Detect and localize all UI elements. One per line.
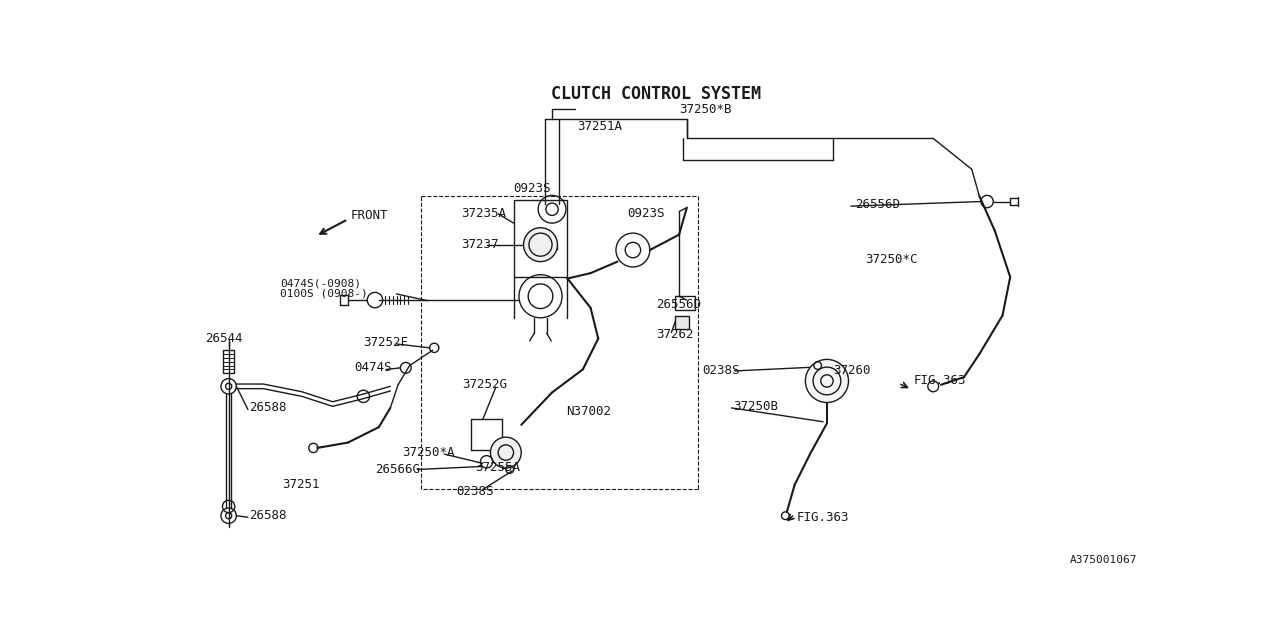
Text: 26556D: 26556D: [657, 298, 701, 311]
Text: A375001067: A375001067: [1070, 556, 1137, 565]
Text: CLUTCH CONTROL SYSTEM: CLUTCH CONTROL SYSTEM: [550, 84, 762, 103]
Bar: [513, 200, 567, 277]
Text: 26544: 26544: [206, 332, 243, 345]
Text: 37252G: 37252G: [462, 378, 507, 391]
Text: 37260: 37260: [833, 364, 870, 378]
Text: 0474S: 0474S: [355, 362, 392, 374]
Text: 26588: 26588: [250, 401, 287, 415]
Text: N37002: N37002: [566, 405, 611, 419]
Text: FIG.363: FIG.363: [914, 374, 966, 387]
Circle shape: [490, 437, 521, 468]
Text: 0100S (0908-): 0100S (0908-): [280, 289, 367, 299]
Text: 37251A: 37251A: [577, 120, 622, 133]
Bar: [676, 296, 695, 310]
Bar: [223, 350, 234, 373]
Text: 37252F: 37252F: [364, 336, 408, 349]
Text: 0238S: 0238S: [703, 364, 740, 378]
Text: 37250*B: 37250*B: [680, 104, 732, 116]
Text: 0923S: 0923S: [627, 207, 666, 220]
Text: 37250B: 37250B: [733, 400, 778, 413]
Text: FIG.363: FIG.363: [797, 511, 850, 524]
Text: FRONT: FRONT: [351, 209, 388, 222]
Text: 37250*A: 37250*A: [402, 446, 454, 459]
Text: 26588: 26588: [250, 509, 287, 522]
Circle shape: [805, 360, 849, 403]
Text: 0474S(-0908): 0474S(-0908): [280, 278, 361, 288]
Text: 37251: 37251: [283, 479, 320, 492]
Text: 37235A: 37235A: [461, 207, 506, 220]
Circle shape: [524, 228, 558, 262]
Text: 0238S: 0238S: [456, 484, 493, 497]
Text: 37255A: 37255A: [475, 461, 520, 474]
Text: 37237: 37237: [461, 238, 499, 251]
Text: 0923S: 0923S: [513, 182, 552, 195]
Text: 37262: 37262: [657, 328, 694, 341]
Text: 26566G: 26566G: [375, 463, 420, 476]
Text: 26556D: 26556D: [855, 198, 900, 211]
Bar: [676, 316, 689, 330]
Text: 37250*C: 37250*C: [865, 253, 918, 266]
